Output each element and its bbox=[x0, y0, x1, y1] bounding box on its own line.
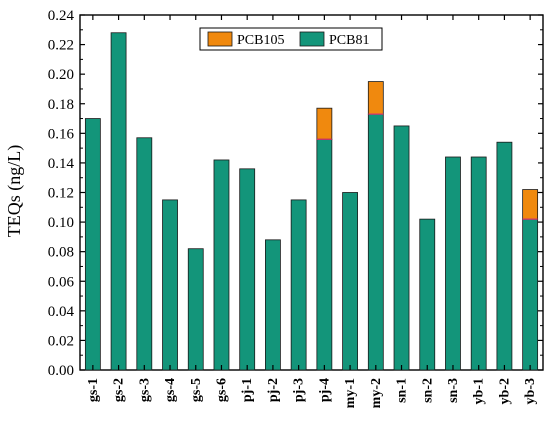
x-tick-label: my-2 bbox=[369, 378, 384, 408]
x-tick-label: gs-5 bbox=[189, 378, 204, 402]
x-tick-label: gs-3 bbox=[137, 378, 152, 402]
y-tick-label: 0.00 bbox=[48, 363, 74, 379]
x-tick-label: pj-3 bbox=[292, 378, 307, 402]
bar-pcb81-my-1 bbox=[342, 192, 358, 371]
y-tick-label: 0.02 bbox=[48, 333, 74, 349]
bar-pcb105-yb-3 bbox=[522, 189, 539, 220]
bar-pcb81-gs-3 bbox=[136, 137, 153, 371]
x-tick-label: sn-2 bbox=[420, 378, 435, 403]
y-tick-label: 0.22 bbox=[48, 38, 74, 54]
y-tick-label: 0.04 bbox=[48, 304, 75, 320]
x-tick-label: gs-2 bbox=[112, 378, 127, 402]
bars bbox=[84, 32, 539, 371]
bar-pcb81-gs-1 bbox=[84, 118, 101, 371]
x-tick-label: pj-2 bbox=[266, 378, 281, 402]
x-tick-label: my-1 bbox=[343, 378, 358, 408]
y-tick-label: 0.16 bbox=[48, 126, 75, 142]
bar-pcb105-my-2 bbox=[367, 81, 384, 115]
x-axis: gs-1 gs-2 gs-3 gs-4 gs-5 gs-6 pj-1 pj-2 pj-3 pj-4… bbox=[86, 15, 538, 408]
y-axis-title: TEQs (ng/L) bbox=[4, 145, 25, 237]
y-tick-label: 0.24 bbox=[48, 8, 75, 24]
x-tick-label: sn-3 bbox=[446, 378, 461, 403]
bar-pcb105-pj-4 bbox=[316, 107, 333, 140]
bar-pcb81-yb-3 bbox=[522, 218, 539, 371]
bar-pcb81-pj-1 bbox=[239, 168, 256, 371]
bar-pcb81-pj-4 bbox=[316, 138, 333, 371]
y-tick-label: 0.06 bbox=[48, 274, 75, 290]
x-tick-label: yb-3 bbox=[523, 378, 538, 404]
legend-swatch-pcb81 bbox=[299, 31, 325, 47]
legend-box bbox=[199, 27, 383, 51]
x-tick-label: yb-2 bbox=[497, 378, 512, 404]
legend-label-pcb105: PCB105 bbox=[237, 33, 284, 48]
bar-pcb81-my-2 bbox=[367, 113, 384, 371]
y-tick-label: 0.14 bbox=[48, 156, 75, 172]
y-tick-label: 0.18 bbox=[48, 97, 74, 113]
x-tick-label: pj-4 bbox=[317, 378, 332, 402]
legend-swatch-pcb105 bbox=[207, 31, 233, 47]
bar-pcb81-yb-1 bbox=[470, 156, 487, 371]
legend-label-pcb81: PCB81 bbox=[329, 33, 369, 48]
x-tick-label: pj-1 bbox=[240, 378, 255, 402]
bar-pcb81-sn-2 bbox=[419, 218, 436, 371]
x-tick-label: gs-4 bbox=[163, 378, 178, 402]
bar-pcb81-gs-2 bbox=[110, 32, 127, 371]
x-tick-label: sn-1 bbox=[395, 378, 410, 403]
bar-pcb81-pj-2 bbox=[265, 239, 281, 371]
bar-pcb81-pj-3 bbox=[290, 199, 307, 371]
y-tick-label: 0.12 bbox=[48, 186, 74, 202]
x-tick-label: gs-1 bbox=[86, 378, 101, 402]
y-tick-label: 0.08 bbox=[48, 245, 74, 261]
y-tick-label: 0.10 bbox=[48, 215, 74, 231]
bar-pcb81-sn-3 bbox=[445, 156, 461, 371]
x-tick-label: gs-6 bbox=[214, 378, 229, 402]
bar-pcb81-sn-1 bbox=[393, 125, 410, 371]
bar-pcb81-gs-4 bbox=[162, 199, 178, 371]
bar-pcb81-gs-6 bbox=[213, 159, 230, 371]
y-axis: 0.00 0.02 0.04 0.06 0.08 0.10 0.12 0.14 0.16 0.18… bbox=[48, 8, 543, 379]
x-tick-label: yb-1 bbox=[472, 378, 487, 404]
y-tick-label: 0.20 bbox=[48, 67, 74, 83]
bar-pcb81-yb-2 bbox=[496, 141, 513, 371]
bar-pcb81-gs-5 bbox=[187, 248, 204, 371]
legend: PCB105 PCB81 bbox=[199, 27, 383, 51]
